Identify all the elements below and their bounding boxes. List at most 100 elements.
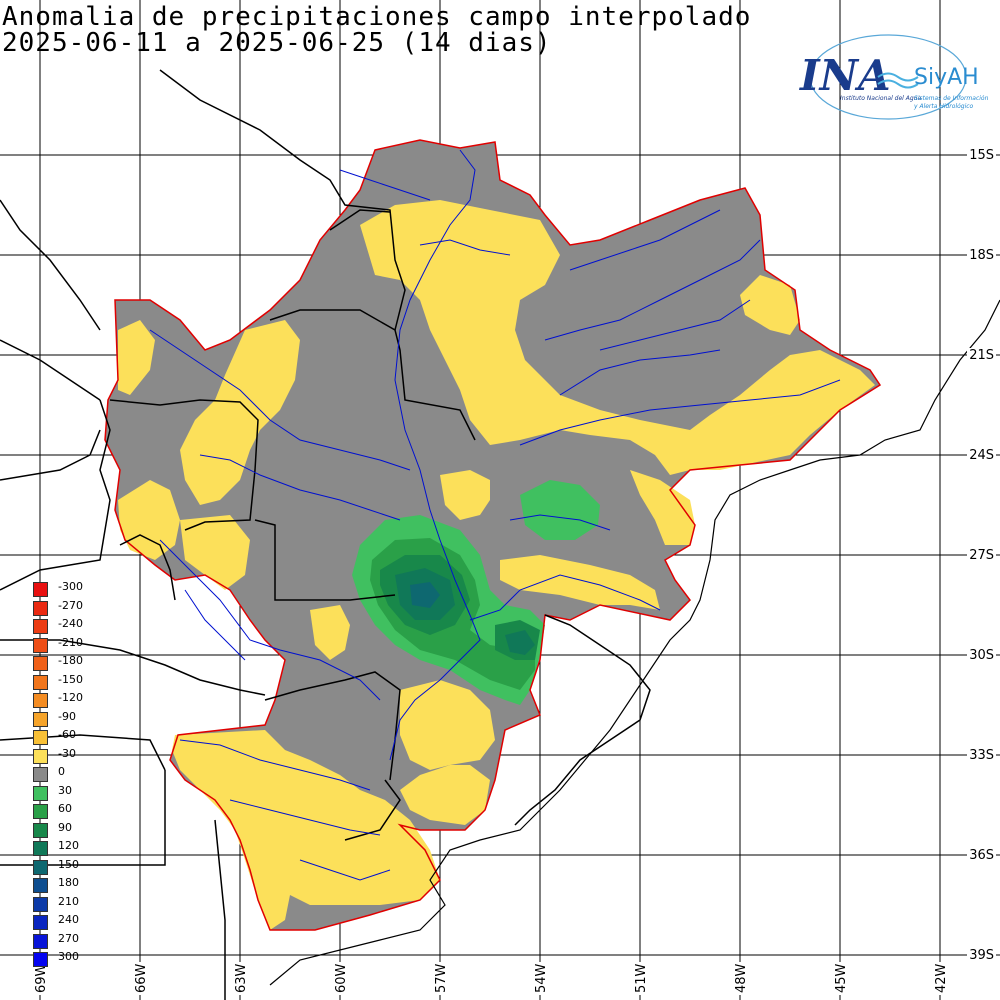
lon-label: 63W (234, 961, 249, 995)
legend-label: 30 (58, 783, 72, 797)
coastline (269, 299, 1000, 986)
legend-label: -90 (58, 709, 76, 723)
legend-swatch (33, 600, 48, 616)
map-title: Anomalia de precipitaciones campo interp… (2, 2, 752, 32)
legend-item: 0 (30, 765, 100, 784)
lon-label: 51W (634, 961, 649, 995)
legend-label: -180 (58, 654, 83, 667)
lon-label: 54W (534, 961, 549, 995)
legend-item: 90 (30, 821, 100, 840)
legend-swatch (33, 582, 48, 597)
legend-item: -240 (30, 617, 100, 636)
legend-swatch (33, 952, 48, 967)
color-legend: -300 -270 -240 -210 -180 -150 -120 -90 -60 -30 0 30… (30, 580, 100, 969)
legend-swatch (33, 896, 48, 912)
legend-label: 270 (58, 931, 79, 945)
legend-label: -30 (58, 746, 76, 760)
lat-label: 33S (967, 748, 996, 763)
legend-item: 120 (30, 839, 100, 858)
legend-item: -90 (30, 710, 100, 729)
legend-item: 240 (30, 913, 100, 932)
lat-label: 18S (967, 248, 996, 263)
legend-label: 90 (58, 820, 72, 834)
legend-label: -60 (58, 728, 76, 741)
legend-label: 180 (58, 876, 79, 889)
legend-label: -240 (58, 617, 83, 630)
legend-label: -120 (58, 691, 83, 704)
legend-label: -210 (58, 635, 83, 649)
legend-swatch (33, 730, 48, 745)
legend-swatch (33, 785, 48, 801)
basin-anomaly-minus30 (118, 200, 875, 930)
legend-swatch (33, 841, 48, 856)
basin-anomaly-150 (410, 582, 440, 608)
country-borders (0, 69, 651, 1000)
logo-ina-text: INA (799, 51, 891, 100)
legend-item: -210 (30, 636, 100, 655)
legend-swatch (33, 859, 48, 875)
legend-swatch (33, 933, 48, 949)
legend-item: -180 (30, 654, 100, 673)
legend-swatch (33, 693, 48, 708)
logo-ring (809, 34, 967, 120)
lat-label: 39S (967, 948, 996, 963)
legend-label: 60 (58, 802, 72, 815)
svg-text:y Alerta Hidrológico: y Alerta Hidrológico (913, 103, 974, 110)
basin-anomaly-120 (505, 630, 535, 655)
legend-label: -150 (58, 672, 83, 686)
basin-outline (104, 139, 882, 931)
legend-label: 120 (58, 839, 79, 852)
legend-label: -270 (58, 598, 83, 612)
lon-label: 57W (434, 961, 449, 995)
ina-siyah-logo: INA SiyAH Instituto Nacional del Agua Si… (799, 34, 989, 120)
legend-item: 60 (30, 802, 100, 821)
legend-item: -30 (30, 747, 100, 766)
lat-label: 30S (967, 648, 996, 663)
legend-item: 270 (30, 932, 100, 951)
lon-label: 42W (934, 961, 949, 995)
legend-item: -60 (30, 728, 100, 747)
rivers (149, 149, 841, 881)
legend-swatch (33, 637, 48, 653)
legend-swatch (33, 878, 48, 893)
legend-label: 0 (58, 765, 65, 778)
lon-label: 66W (134, 961, 149, 995)
legend-item: -270 (30, 599, 100, 618)
lon-label: 60W (334, 961, 349, 995)
legend-item: -150 (30, 673, 100, 692)
svg-text:Sistemas de Información: Sistemas de Información (914, 95, 989, 102)
lon-label: 48W (734, 961, 749, 995)
legend-item: 300 (30, 950, 100, 969)
logo-wave-icon (877, 72, 919, 82)
legend-label: 240 (58, 913, 79, 926)
legend-label: 300 (58, 950, 79, 963)
legend-item: -120 (30, 691, 100, 710)
legend-swatch (33, 915, 48, 930)
basin-anomaly-0 (105, 140, 880, 930)
map-date-range: 2025-06-11 a 2025-06-25 (14 dias) (2, 28, 552, 58)
legend-swatch (33, 822, 48, 838)
legend-item: 210 (30, 895, 100, 914)
lat-label: 27S (967, 548, 996, 563)
legend-swatch (33, 804, 48, 819)
lat-label: 21S (967, 348, 996, 363)
legend-swatch (33, 767, 48, 782)
legend-swatch (33, 674, 48, 690)
legend-item: 180 (30, 876, 100, 895)
legend-label: 150 (58, 857, 79, 871)
legend-item: 30 (30, 784, 100, 803)
legend-swatch (33, 619, 48, 634)
logo-siyah-text: SiyAH (914, 65, 979, 90)
legend-item: 150 (30, 858, 100, 877)
legend-label: 210 (58, 894, 79, 908)
lat-label: 24S (967, 448, 996, 463)
legend-label: -300 (58, 580, 83, 593)
legend-item: -300 (30, 580, 100, 599)
lon-label: 45W (834, 961, 849, 995)
legend-swatch (33, 656, 48, 671)
lat-label: 36S (967, 848, 996, 863)
basin-anomaly-30 (520, 480, 600, 540)
lat-label: 15S (967, 148, 996, 163)
legend-swatch (33, 711, 48, 727)
